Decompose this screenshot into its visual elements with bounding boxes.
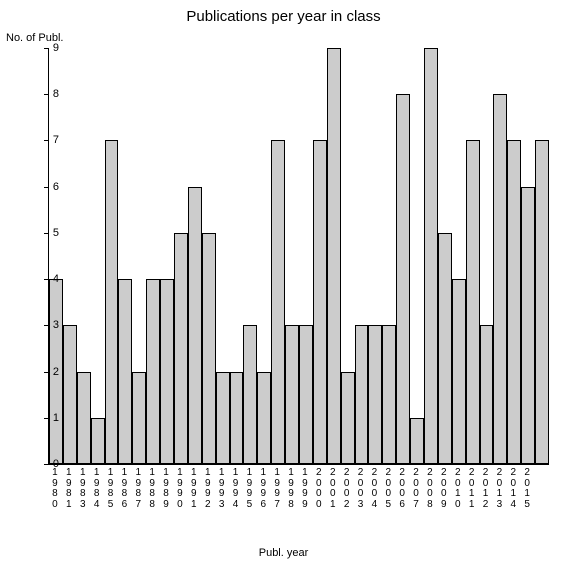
x-tick-label: 2009 bbox=[438, 468, 450, 510]
x-tick-label: 2014 bbox=[507, 468, 519, 510]
x-tick-label: 1983 bbox=[77, 468, 89, 510]
bar bbox=[341, 372, 355, 464]
chart-container: Publications per year in class No. of Pu… bbox=[0, 0, 567, 567]
x-tick-label: 1987 bbox=[132, 468, 144, 510]
bar bbox=[355, 325, 369, 464]
bar bbox=[230, 372, 244, 464]
bar bbox=[480, 325, 494, 464]
bar bbox=[466, 140, 480, 464]
x-tick-label: 1992 bbox=[202, 468, 214, 510]
bar bbox=[368, 325, 382, 464]
x-tick-label: 1995 bbox=[243, 468, 255, 510]
bar bbox=[327, 48, 341, 464]
bar bbox=[382, 325, 396, 464]
x-tick-label: 2008 bbox=[424, 468, 436, 510]
bar bbox=[452, 279, 466, 464]
bar bbox=[91, 418, 105, 464]
y-tick-label: 4 bbox=[53, 273, 59, 285]
x-tick-label: 2015 bbox=[521, 468, 533, 510]
x-tick-label: 1985 bbox=[105, 468, 117, 510]
x-axis-label: Publ. year bbox=[0, 547, 567, 559]
x-tick-label: 2005 bbox=[382, 468, 394, 510]
bar bbox=[132, 372, 146, 464]
bar bbox=[493, 94, 507, 464]
x-tick-label: 1990 bbox=[174, 468, 186, 510]
x-tick-label: 2003 bbox=[355, 468, 367, 510]
plot-area bbox=[48, 48, 549, 465]
x-tick-label: 1980 bbox=[49, 468, 61, 510]
x-tick-label: 1999 bbox=[299, 468, 311, 510]
y-tick-label: 7 bbox=[53, 134, 59, 146]
x-tick-label: 1981 bbox=[63, 468, 75, 510]
y-tick bbox=[44, 464, 49, 465]
x-tick-label: 1996 bbox=[257, 468, 269, 510]
x-tick-label: 1991 bbox=[188, 468, 200, 510]
bar bbox=[160, 279, 174, 464]
bar bbox=[63, 325, 77, 464]
bar bbox=[146, 279, 160, 464]
bar bbox=[521, 187, 535, 464]
x-tick-label: 2006 bbox=[396, 468, 408, 510]
bar bbox=[507, 140, 521, 464]
bar bbox=[271, 140, 285, 464]
y-tick bbox=[44, 187, 49, 188]
x-tick-label: 2004 bbox=[368, 468, 380, 510]
y-tick-label: 2 bbox=[53, 366, 59, 378]
x-tick-label: 1994 bbox=[230, 468, 242, 510]
x-tick-label: 1993 bbox=[216, 468, 228, 510]
bar bbox=[410, 418, 424, 464]
bar bbox=[396, 94, 410, 464]
y-tick-label: 1 bbox=[53, 412, 59, 424]
bar bbox=[535, 140, 549, 464]
x-tick-label: 1986 bbox=[118, 468, 130, 510]
x-tick-label: 1998 bbox=[285, 468, 297, 510]
y-tick-label: 6 bbox=[53, 181, 59, 193]
x-tick-label: 1984 bbox=[91, 468, 103, 510]
bar bbox=[243, 325, 257, 464]
x-tick-label: 2012 bbox=[480, 468, 492, 510]
x-tick-label: 2010 bbox=[452, 468, 464, 510]
bar bbox=[174, 233, 188, 464]
bar bbox=[188, 187, 202, 464]
bar bbox=[202, 233, 216, 464]
y-tick-label: 3 bbox=[53, 319, 59, 331]
bar bbox=[105, 140, 119, 464]
chart-title: Publications per year in class bbox=[0, 8, 567, 25]
y-tick-label: 9 bbox=[53, 42, 59, 54]
y-tick bbox=[44, 140, 49, 141]
x-tick-label: 2000 bbox=[313, 468, 325, 510]
bar bbox=[313, 140, 327, 464]
x-tick-label: 2002 bbox=[341, 468, 353, 510]
bar bbox=[216, 372, 230, 464]
bar bbox=[77, 372, 91, 464]
bar bbox=[285, 325, 299, 464]
bar bbox=[118, 279, 132, 464]
x-tick-label: 2007 bbox=[410, 468, 422, 510]
y-tick bbox=[44, 233, 49, 234]
x-tick-label: 2011 bbox=[466, 468, 478, 510]
bar bbox=[438, 233, 452, 464]
bar bbox=[257, 372, 271, 464]
y-tick-label: 5 bbox=[53, 227, 59, 239]
y-tick-label: 8 bbox=[53, 88, 59, 100]
x-tick-label: 1997 bbox=[271, 468, 283, 510]
bar bbox=[424, 48, 438, 464]
y-tick bbox=[44, 48, 49, 49]
x-tick-label: 2013 bbox=[493, 468, 505, 510]
x-tick-label: 1989 bbox=[160, 468, 172, 510]
x-tick-label: 1988 bbox=[146, 468, 158, 510]
x-tick-label: 2001 bbox=[327, 468, 339, 510]
y-tick bbox=[44, 94, 49, 95]
bar bbox=[299, 325, 313, 464]
